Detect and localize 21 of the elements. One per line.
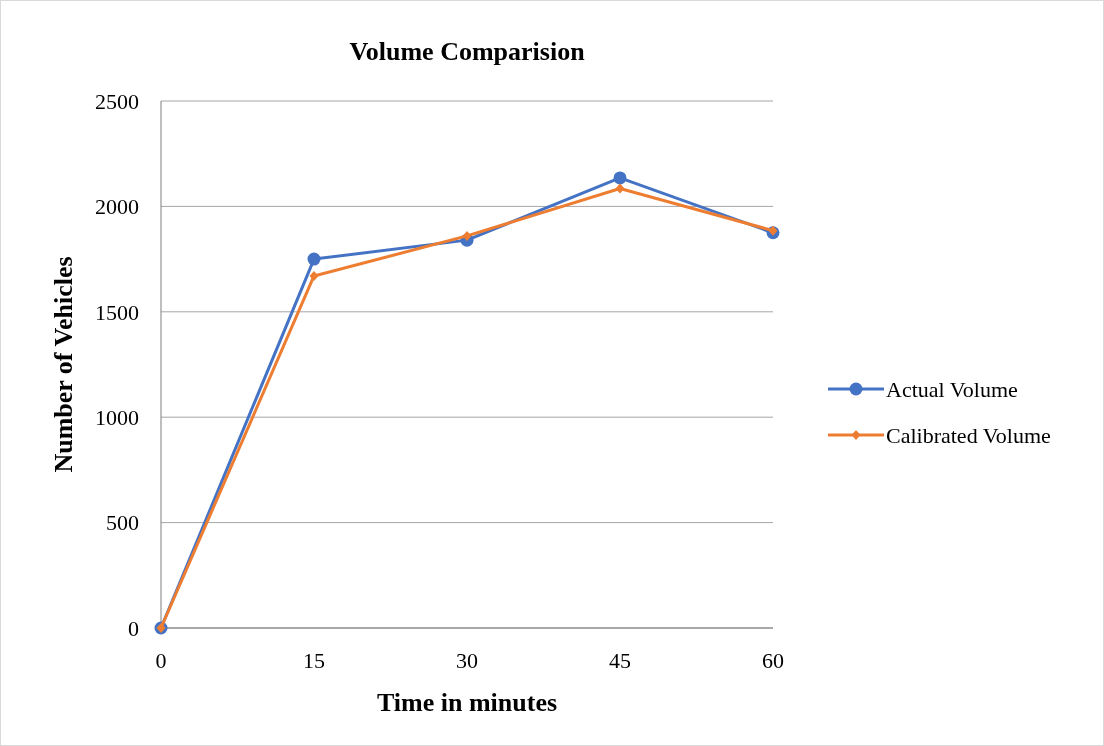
y-axis-title: Number of Vehicles — [49, 256, 78, 473]
y-tick-label: 1000 — [95, 404, 139, 430]
y-tick-label: 0 — [128, 615, 139, 641]
x-axis-title: Time in minutes — [376, 688, 558, 717]
legend-label: Actual Volume — [886, 376, 1018, 402]
y-tick-label: 500 — [106, 510, 139, 536]
point — [307, 252, 321, 266]
legend-label: Calibrated Volume — [886, 422, 1051, 448]
x-tick-label: 30 — [456, 648, 478, 673]
point — [613, 171, 627, 185]
point — [615, 183, 625, 194]
point — [768, 225, 778, 236]
chart-title: Volume Comparision — [349, 37, 586, 66]
y-tick-label: 2500 — [95, 88, 139, 114]
y-tick-label: 2000 — [95, 194, 139, 220]
x-tick-label: 0 — [155, 648, 167, 673]
y-tick-label: 1500 — [95, 299, 139, 325]
point — [462, 230, 472, 241]
x-tick-label: 15 — [303, 648, 325, 673]
x-tick-label: 45 — [609, 648, 631, 673]
x-tick-label: 60 — [762, 648, 784, 673]
